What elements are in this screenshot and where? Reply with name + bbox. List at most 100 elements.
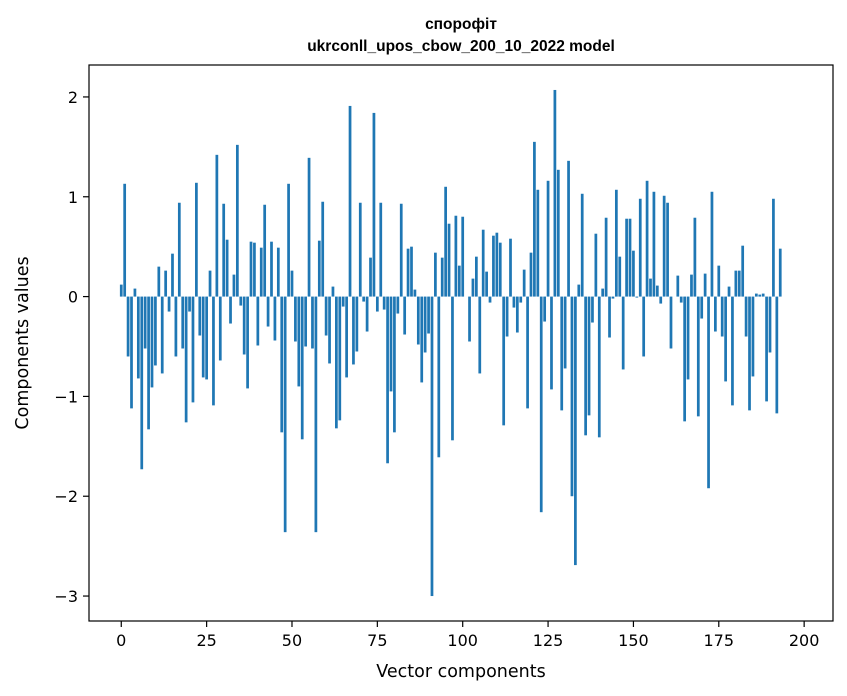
bar <box>212 296 215 406</box>
bar <box>246 296 249 389</box>
bar <box>734 270 738 297</box>
bar <box>154 296 157 366</box>
bar <box>191 296 195 403</box>
bar <box>618 256 622 297</box>
bar <box>437 296 441 458</box>
bar <box>550 296 553 390</box>
bar <box>707 296 710 489</box>
x-tick-label: 125 <box>533 631 564 650</box>
x-tick-label: 25 <box>196 631 216 650</box>
bar <box>601 288 605 297</box>
bar <box>276 247 280 297</box>
bar <box>720 296 724 337</box>
bar <box>451 296 454 441</box>
bar <box>119 284 123 297</box>
bar <box>772 198 775 297</box>
bar <box>577 284 581 297</box>
bar <box>375 296 379 312</box>
bar <box>297 296 301 387</box>
bar <box>662 195 666 297</box>
bar <box>259 247 263 297</box>
bar <box>171 253 174 297</box>
bar <box>761 293 765 297</box>
bar <box>413 289 417 297</box>
bar <box>130 296 133 409</box>
bar <box>488 296 492 303</box>
bar <box>574 296 577 566</box>
x-tick-label: 150 <box>618 631 649 650</box>
chart-title: спорофіт <box>425 16 497 33</box>
bar <box>748 296 751 411</box>
bar <box>177 202 181 297</box>
bar <box>188 296 191 312</box>
bar <box>563 296 567 369</box>
bar <box>645 180 649 297</box>
bar <box>181 296 185 349</box>
bar <box>492 235 495 297</box>
bar <box>461 216 465 297</box>
bar <box>229 296 232 324</box>
bar <box>273 296 277 341</box>
bar <box>604 217 608 297</box>
bar <box>195 182 198 297</box>
bar <box>218 296 222 361</box>
bar <box>283 296 287 533</box>
y-tick-label: −1 <box>54 387 78 406</box>
bar <box>420 296 424 383</box>
bar <box>225 239 229 297</box>
x-tick-label: 100 <box>447 631 478 650</box>
bar <box>382 296 386 310</box>
bar <box>710 191 714 297</box>
bar <box>321 201 325 297</box>
bar <box>379 202 383 297</box>
bar <box>215 154 219 297</box>
bar <box>509 238 512 297</box>
bar <box>553 89 557 297</box>
bar <box>696 296 700 417</box>
bar <box>628 218 632 297</box>
bar <box>423 296 427 353</box>
bar <box>290 270 294 297</box>
bar <box>341 296 345 307</box>
bar <box>235 144 239 297</box>
bar <box>147 296 150 430</box>
bar <box>768 296 772 353</box>
bar <box>324 296 328 336</box>
bar <box>683 296 687 422</box>
x-tick-label: 0 <box>116 631 126 650</box>
bar <box>174 296 178 357</box>
bar <box>666 202 669 297</box>
bar <box>659 296 663 304</box>
bar <box>608 296 611 338</box>
bar <box>157 266 161 297</box>
bar <box>560 296 564 411</box>
bar <box>457 265 461 297</box>
bar <box>393 296 396 433</box>
bar <box>731 296 734 406</box>
bar <box>427 296 430 334</box>
y-tick-label: 2 <box>68 88 78 107</box>
bar <box>331 286 335 297</box>
bar <box>249 241 253 297</box>
bar <box>242 296 246 355</box>
bar <box>529 252 533 297</box>
bar <box>239 296 243 306</box>
bar <box>635 296 639 298</box>
bar <box>495 232 499 297</box>
bar <box>744 296 748 337</box>
bar <box>263 204 267 297</box>
bar <box>454 215 458 297</box>
y-tick-label: 1 <box>68 188 78 207</box>
bar <box>669 296 673 349</box>
bar <box>676 275 680 297</box>
x-tick-label: 75 <box>367 631 387 650</box>
bar <box>751 296 755 377</box>
bar <box>655 285 659 297</box>
y-tick-label: −2 <box>54 487 78 506</box>
bar <box>584 296 587 436</box>
bar <box>396 296 400 314</box>
bar <box>570 296 574 497</box>
bar <box>478 296 482 374</box>
bar <box>355 296 359 352</box>
bar <box>345 296 348 378</box>
